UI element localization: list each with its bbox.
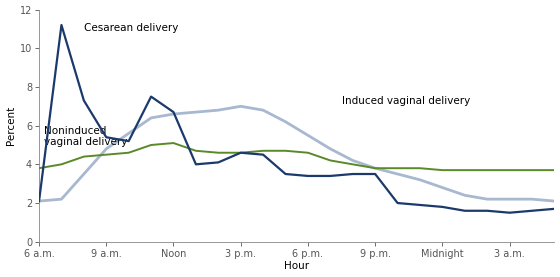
Text: Cesarean delivery: Cesarean delivery xyxy=(84,23,178,33)
Y-axis label: Percent: Percent xyxy=(6,106,16,145)
Text: Noninduced
vaginal delivery: Noninduced vaginal delivery xyxy=(44,126,127,147)
Text: Induced vaginal delivery: Induced vaginal delivery xyxy=(342,96,470,106)
X-axis label: Hour: Hour xyxy=(284,261,309,271)
